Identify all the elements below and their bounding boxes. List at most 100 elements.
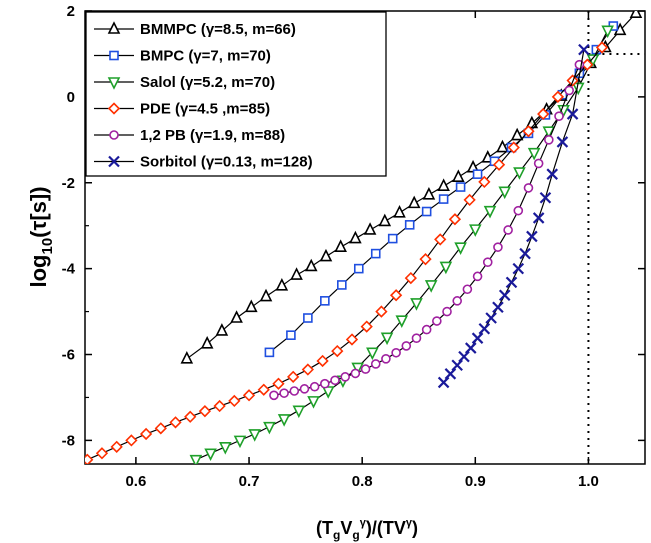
data-point xyxy=(556,136,569,148)
data-point xyxy=(542,126,556,140)
data-point xyxy=(350,368,361,379)
data-point xyxy=(526,230,538,243)
data-point xyxy=(444,368,457,380)
data-point xyxy=(463,193,476,207)
data-point xyxy=(259,288,273,302)
data-point xyxy=(309,381,320,392)
y-tick-label: -4 xyxy=(62,261,76,278)
legend-box xyxy=(85,11,387,177)
data-point xyxy=(492,301,504,314)
data-point xyxy=(537,107,550,121)
data-point xyxy=(554,111,564,121)
data-point xyxy=(363,222,377,235)
legend-label: BMPC (γ=7, m=70) xyxy=(140,48,271,65)
data-point xyxy=(422,186,436,200)
data-point xyxy=(507,141,520,154)
data-point xyxy=(452,169,465,182)
data-point xyxy=(107,102,121,115)
y-tick-label: -8 xyxy=(62,432,75,449)
legend-item: Sorbitol (γ=0.13, m=128) xyxy=(94,154,313,171)
data-point xyxy=(439,261,453,275)
data-point xyxy=(464,342,477,354)
series-3 xyxy=(85,41,609,464)
data-point xyxy=(421,206,432,217)
y-tick-label: 0 xyxy=(67,89,75,106)
data-point xyxy=(109,130,119,140)
data-point xyxy=(292,405,306,419)
data-point xyxy=(154,422,167,435)
data-point xyxy=(245,299,258,313)
data-point xyxy=(366,347,379,361)
data-point xyxy=(421,324,432,335)
data-point xyxy=(378,213,392,227)
data-point xyxy=(485,312,497,324)
data-point xyxy=(438,194,449,204)
legend-label: Sorbitol (γ=0.13, m=128) xyxy=(140,154,313,171)
data-point xyxy=(337,280,347,290)
data-point xyxy=(218,442,232,455)
data-point xyxy=(301,363,315,376)
data-point xyxy=(279,388,289,398)
data-point xyxy=(375,305,388,318)
data-point xyxy=(277,414,291,427)
data-point xyxy=(353,263,364,274)
data-point xyxy=(395,315,409,328)
x-tick-label: 0.9 xyxy=(465,473,486,490)
data-point xyxy=(287,370,300,383)
data-point xyxy=(257,383,270,396)
data-point xyxy=(264,347,275,358)
data-point xyxy=(492,158,506,171)
data-point xyxy=(263,421,276,435)
data-point xyxy=(387,233,398,244)
data-point xyxy=(345,333,359,346)
series-4 xyxy=(269,59,585,401)
data-point xyxy=(334,239,347,252)
data-point xyxy=(269,390,279,401)
data-point xyxy=(272,377,285,390)
data-point xyxy=(307,396,320,409)
data-point xyxy=(200,335,214,349)
data-point xyxy=(370,248,381,259)
y-tick-label: -6 xyxy=(62,347,75,364)
legend-label: Salol (γ=5.2, m=70) xyxy=(140,74,275,91)
data-point xyxy=(95,447,109,460)
data-point xyxy=(109,50,119,61)
series-2 xyxy=(189,25,614,464)
legend-label: 1,2 PB (γ=1.9, m=88) xyxy=(140,127,285,144)
y-axis-title: log10(τ[s]) xyxy=(26,186,56,287)
x-tick-label: 0.8 xyxy=(352,473,373,490)
data-point xyxy=(455,182,466,192)
data-point xyxy=(513,205,524,216)
data-point xyxy=(437,178,450,191)
data-point xyxy=(432,316,442,326)
data-point xyxy=(629,11,643,18)
legend-item: BMMPC (γ=8.5, m=66) xyxy=(94,21,296,38)
x-tick-label: 0.6 xyxy=(125,473,146,490)
data-point xyxy=(544,135,554,145)
data-point xyxy=(304,258,318,272)
data-point xyxy=(198,405,212,418)
legend-item: 1,2 PB (γ=1.9, m=88) xyxy=(94,127,285,144)
tick-labels: 0.6 0.7 0.8 0.9 1.0 2 0 -2 -4 -6 -8 xyxy=(62,3,599,490)
data-point xyxy=(108,155,120,168)
data-point xyxy=(139,427,153,441)
legend: BMMPC (γ=8.5, m=66) BMPC (γ=7, m=70) Salol… xyxy=(85,11,387,177)
data-point xyxy=(503,225,513,235)
data-point xyxy=(331,344,344,358)
data-point xyxy=(316,354,329,368)
x-tick-label: 1.0 xyxy=(578,473,599,490)
series-5 xyxy=(437,43,590,389)
reference-lines xyxy=(587,11,645,464)
data-point xyxy=(566,108,579,120)
data-point xyxy=(85,453,94,464)
data-point xyxy=(340,372,351,382)
data-point xyxy=(578,43,590,56)
data-point xyxy=(424,280,438,293)
series-layer xyxy=(85,11,643,464)
data-point xyxy=(533,158,544,169)
data-point xyxy=(407,195,421,209)
data-point xyxy=(513,167,526,180)
data-point xyxy=(351,362,364,376)
data-point xyxy=(248,429,261,442)
